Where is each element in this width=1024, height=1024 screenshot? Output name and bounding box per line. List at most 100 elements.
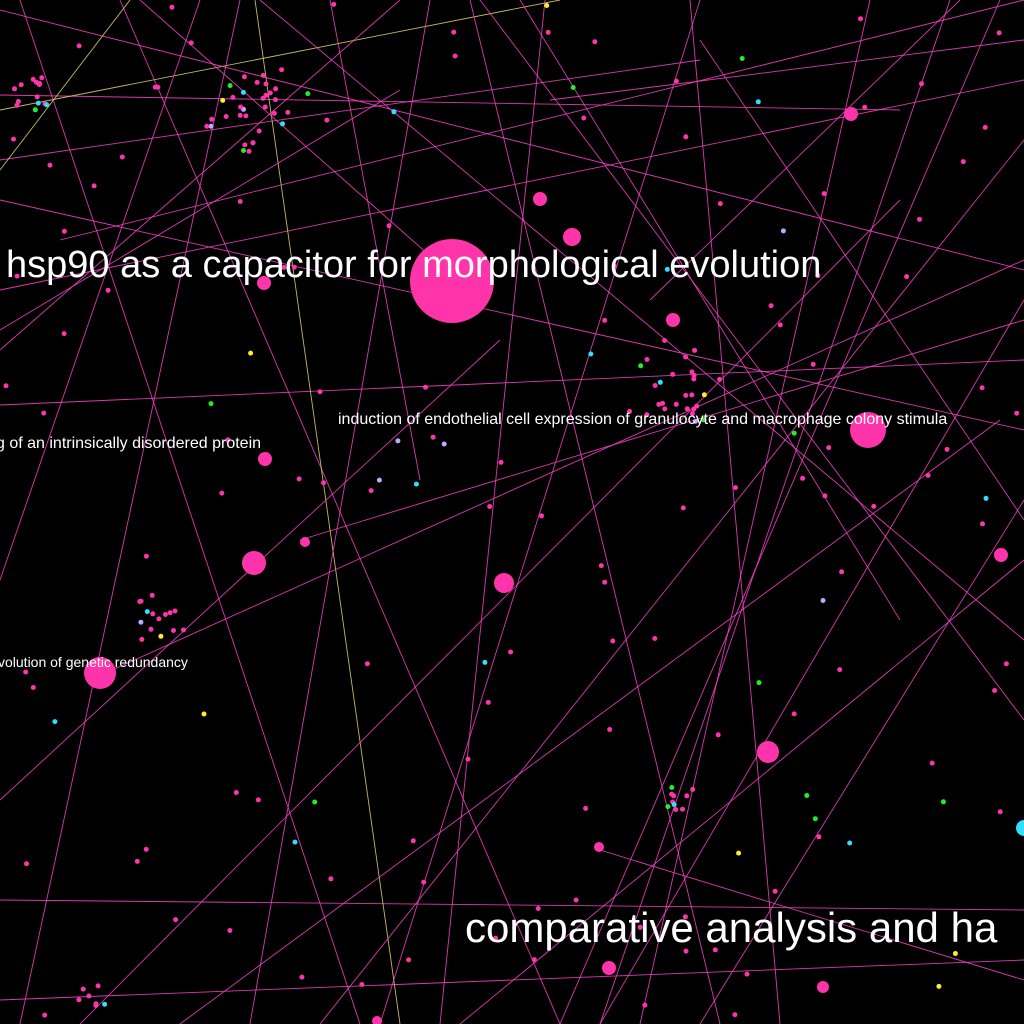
graph-node-small[interactable] [291,264,297,270]
graph-node-small[interactable] [791,711,797,717]
graph-node-small[interactable] [780,228,786,234]
graph-node-small[interactable] [219,490,225,496]
graph-node-small[interactable] [680,806,685,812]
graph-node-small[interactable] [285,109,291,115]
graph-node-small[interactable] [712,947,718,953]
graph-node[interactable] [372,1016,382,1024]
graph-node-small[interactable] [673,78,679,84]
graph-node-small[interactable] [602,579,608,585]
graph-node-small[interactable] [598,563,604,569]
graph-node-small[interactable] [240,89,246,95]
graph-node-small[interactable] [487,504,493,509]
graph-node-small[interactable] [982,124,988,130]
graph-node-small[interactable] [102,1001,108,1007]
graph-node-small[interactable] [936,983,942,989]
graph-node-small[interactable] [410,838,416,844]
graph-node-small[interactable] [359,982,365,987]
graph-node-small[interactable] [273,86,279,92]
graph-node-small[interactable] [1003,661,1009,667]
graph-node-small[interactable] [821,191,827,197]
graph-node-small[interactable] [858,16,863,22]
graph-node-small[interactable] [237,112,243,118]
graph-node-small[interactable] [150,611,156,617]
graph-node-small[interactable] [273,97,278,103]
graph-node[interactable] [757,741,779,763]
graph-node-small[interactable] [156,616,162,622]
graph-node-small[interactable] [637,924,643,930]
graph-node-small[interactable] [188,40,194,46]
graph-node-small[interactable] [105,287,111,293]
graph-node-small[interactable] [406,957,412,963]
graph-node[interactable] [994,548,1008,562]
graph-node-small[interactable] [638,363,644,369]
graph-node-small[interactable] [662,406,668,412]
graph-node-small[interactable] [250,140,256,146]
graph-node-small[interactable] [296,476,302,482]
graph-node-small[interactable] [86,993,92,999]
graph-node-small[interactable] [644,357,650,362]
graph-node-small[interactable] [91,183,97,189]
graph-node-small[interactable] [260,72,266,78]
graph-node-small[interactable] [201,711,207,717]
graph-node-small[interactable] [733,485,738,491]
graph-node-small[interactable] [980,521,985,527]
graph-node[interactable] [300,537,310,547]
graph-node-small[interactable] [47,162,53,168]
graph-node[interactable] [1016,820,1024,836]
graph-node-small[interactable] [691,372,697,378]
graph-node-small[interactable] [169,4,175,10]
graph-node-small[interactable] [143,553,149,559]
graph-node-small[interactable] [465,756,471,762]
graph-node-small[interactable] [279,67,285,73]
graph-node-small[interactable] [220,97,226,103]
graph-node-small[interactable] [321,480,326,486]
graph-node-small[interactable] [826,445,832,451]
graph-node-small[interactable] [665,804,671,810]
graph-node-small[interactable] [452,53,458,59]
graph-node-small[interactable] [684,793,690,799]
graph-node-small[interactable] [847,840,853,846]
graph-node-small[interactable] [225,437,231,443]
graph-node-small[interactable] [482,659,488,665]
graph-node-small[interactable] [34,94,40,100]
graph-node-small[interactable] [441,441,447,447]
graph-node-small[interactable] [983,495,989,501]
graph-node-small[interactable] [35,100,41,106]
graph-node-small[interactable] [929,760,935,766]
graph-node-small[interactable] [680,505,686,511]
graph-node-small[interactable] [149,592,155,598]
graph-node-small[interactable] [299,974,305,980]
graph-node-small[interactable] [158,633,164,639]
graph-node-small[interactable] [837,667,843,673]
graph-node-small[interactable] [317,389,323,395]
graph-node-small[interactable] [791,430,797,436]
graph-node-small[interactable] [573,897,579,903]
graph-node-small[interactable] [242,142,248,148]
graph-node-small[interactable] [204,123,210,129]
graph-node-small[interactable] [656,401,662,407]
graph-node-small[interactable] [919,81,924,87]
graph-node-small[interactable] [925,472,931,478]
graph-node-small[interactable] [683,392,689,398]
graph-node-small[interactable] [61,331,67,337]
graph-node-small[interactable] [610,638,616,644]
graph-node-small[interactable] [839,569,845,575]
graph-node-small[interactable] [41,410,47,416]
graph-node[interactable] [84,657,116,689]
graph-node-small[interactable] [627,408,633,414]
graph-node-small[interactable] [44,102,50,108]
graph-node-small[interactable] [143,846,149,852]
graph-node-small[interactable] [815,273,821,279]
graph-node-small[interactable] [642,1002,648,1008]
graph-node-small[interactable] [588,351,594,357]
graph-node-small[interactable] [14,273,20,279]
graph-node-small[interactable] [717,201,723,207]
graph-node-small[interactable] [979,385,985,391]
graph-node-small[interactable] [498,459,504,465]
graph-node[interactable] [844,107,858,121]
graph-node-small[interactable] [732,1012,738,1018]
graph-node-small[interactable] [61,228,67,234]
graph-node-small[interactable] [996,30,1002,36]
graph-node-small[interactable] [664,266,670,272]
graph-node-small[interactable] [717,376,723,382]
